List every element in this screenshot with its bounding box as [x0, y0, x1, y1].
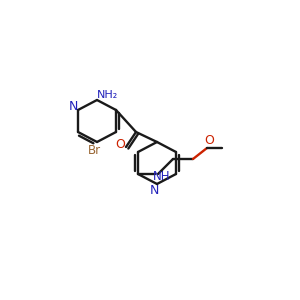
Text: O: O: [204, 134, 214, 148]
Text: NH₂: NH₂: [96, 90, 118, 100]
Text: Br: Br: [87, 143, 101, 157]
Text: O: O: [115, 139, 125, 152]
Text: NH: NH: [153, 169, 171, 182]
Text: N: N: [68, 100, 78, 113]
Text: N: N: [149, 184, 159, 197]
